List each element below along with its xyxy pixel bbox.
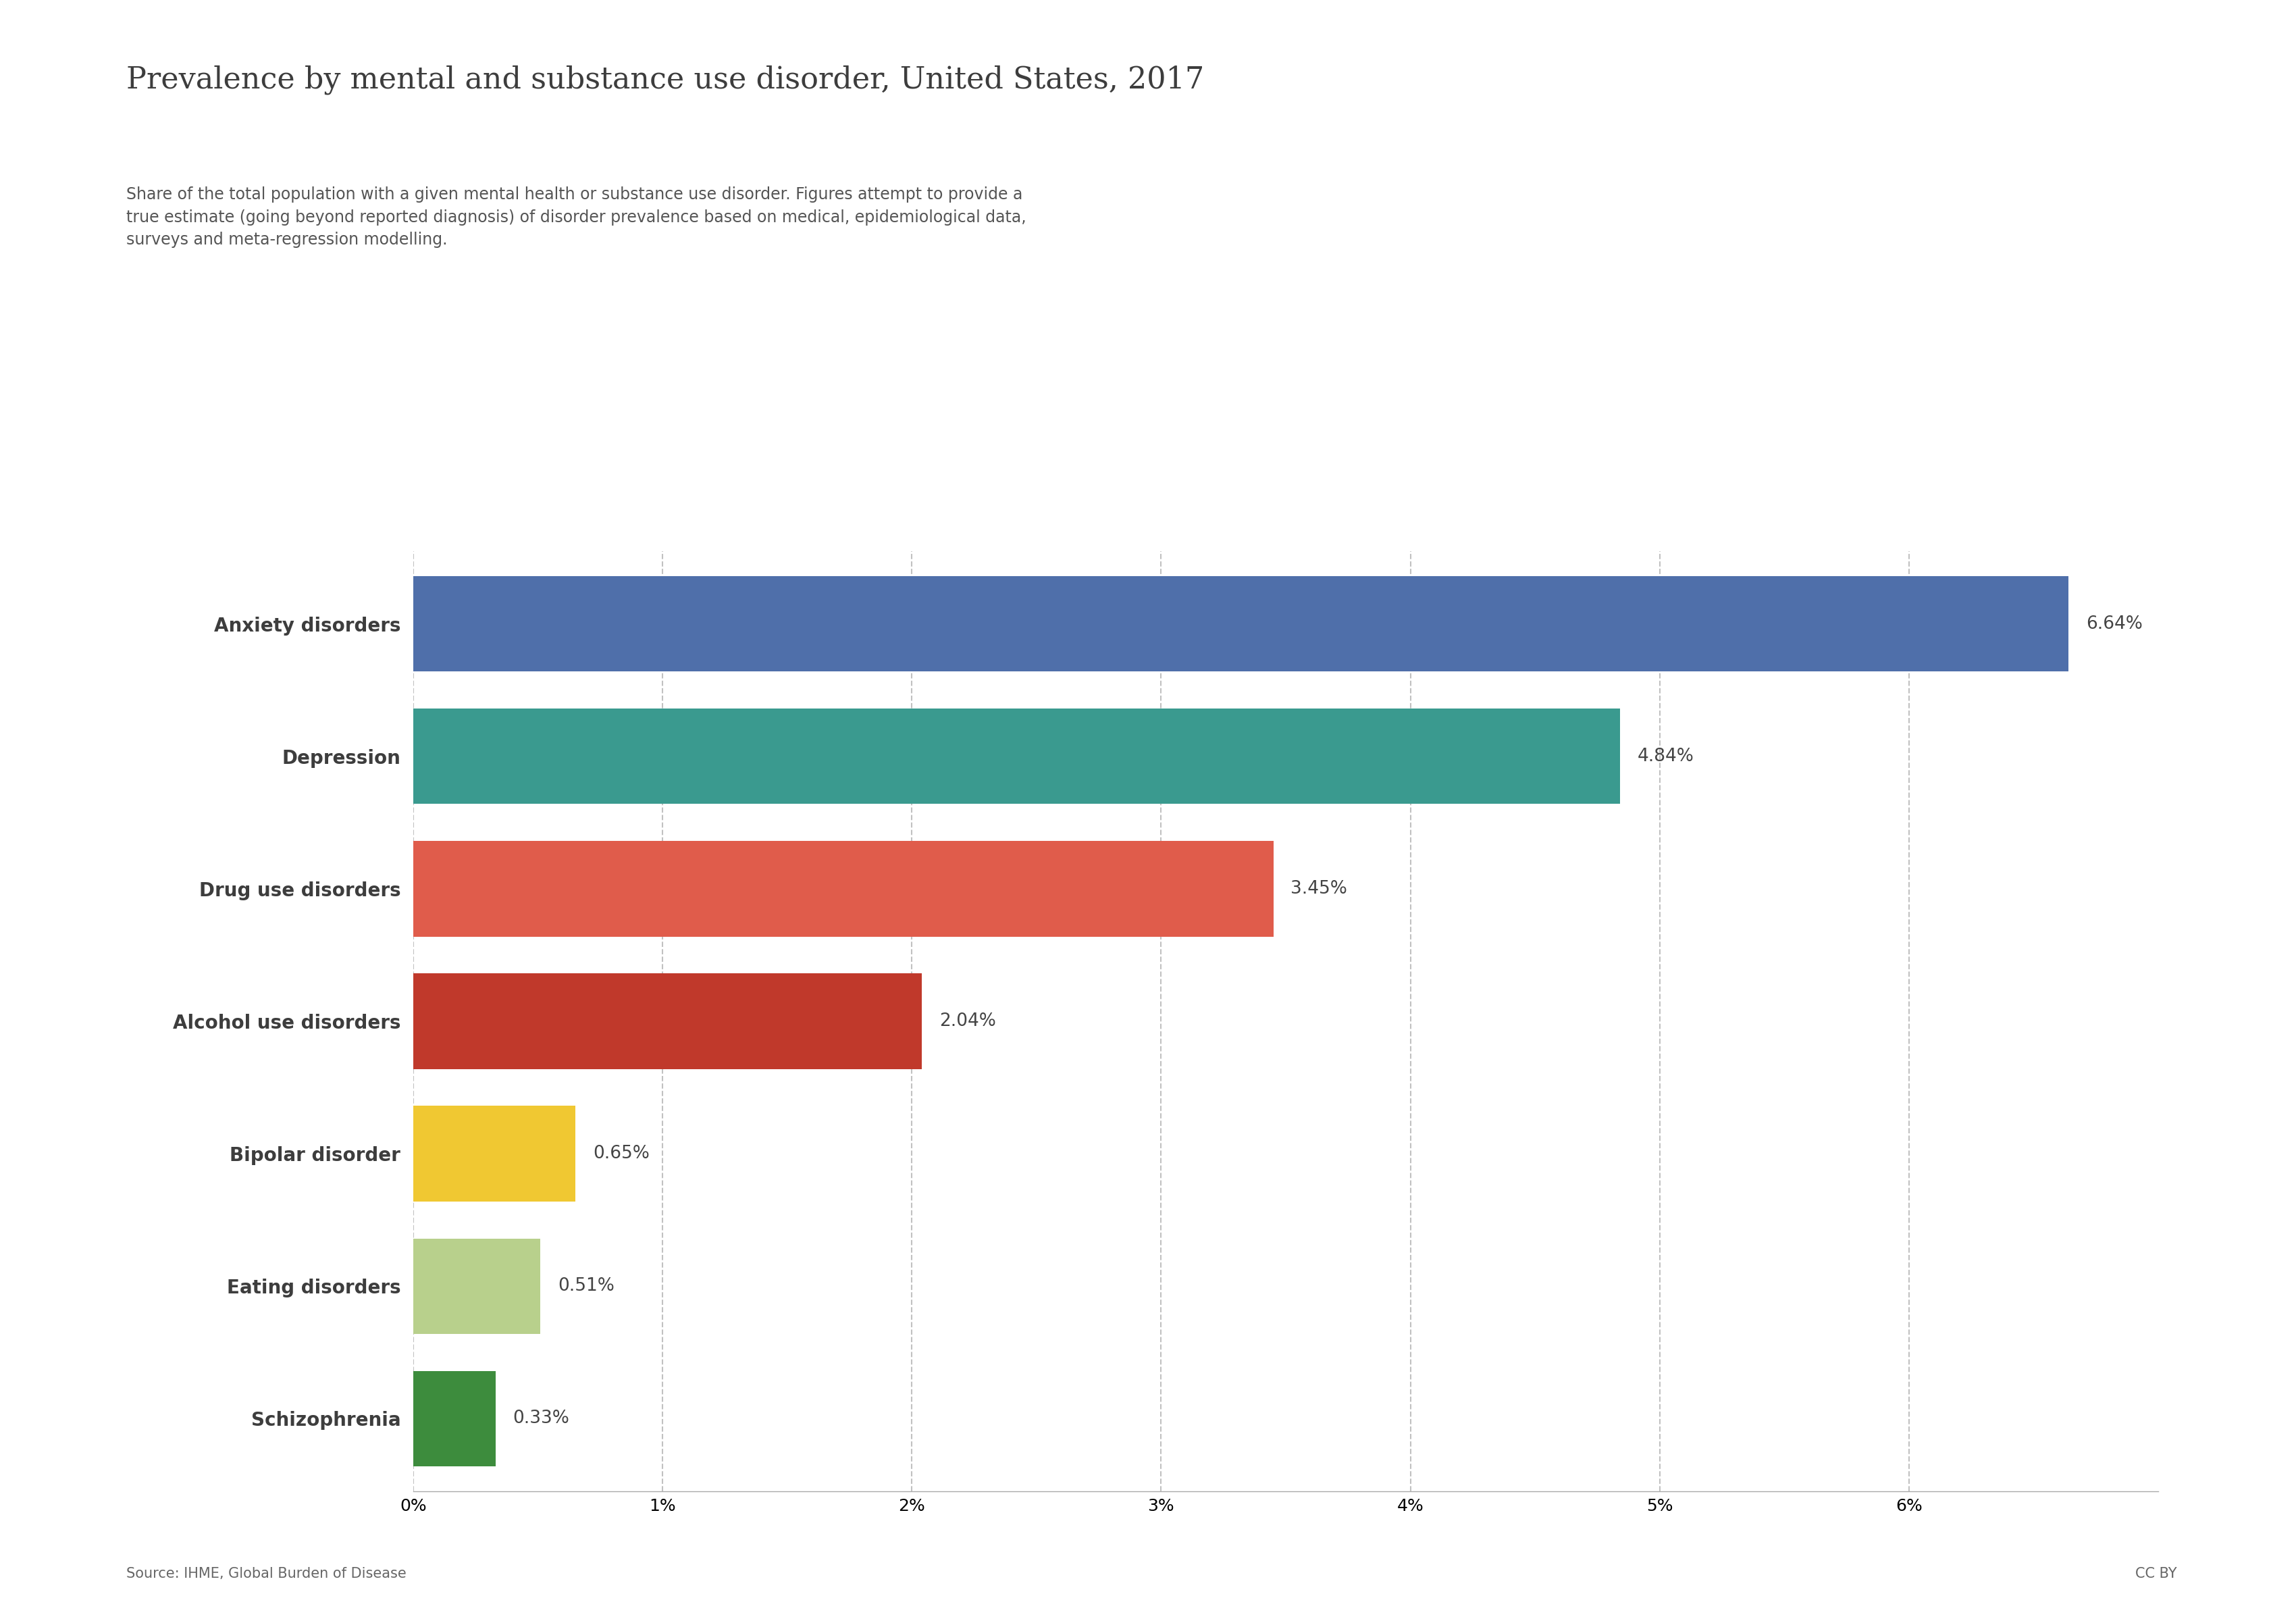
Text: Our World
in Data: Our World in Data [2050,73,2131,104]
Text: 2.04%: 2.04% [939,1013,996,1029]
Text: CC BY: CC BY [2135,1568,2177,1580]
Bar [413,841,1274,937]
Text: Source: IHME, Global Burden of Disease: Source: IHME, Global Burden of Disease [126,1568,406,1580]
Text: 6.64%: 6.64% [2087,616,2142,632]
Text: 4.84%: 4.84% [1637,747,1694,765]
Text: 0.33%: 0.33% [512,1410,569,1426]
Bar [413,1371,496,1465]
Text: Share of the total population with a given mental health or substance use disord: Share of the total population with a giv… [126,186,1026,248]
Text: Prevalence by mental and substance use disorder, United States, 2017: Prevalence by mental and substance use d… [126,65,1203,94]
Bar [413,1238,540,1334]
Text: 3.45%: 3.45% [1290,880,1348,898]
Text: 0.51%: 0.51% [558,1277,615,1295]
Bar [413,1106,576,1201]
Text: 0.65%: 0.65% [592,1144,650,1162]
Bar [413,577,2069,671]
Bar [413,708,1619,804]
Bar [413,974,921,1068]
